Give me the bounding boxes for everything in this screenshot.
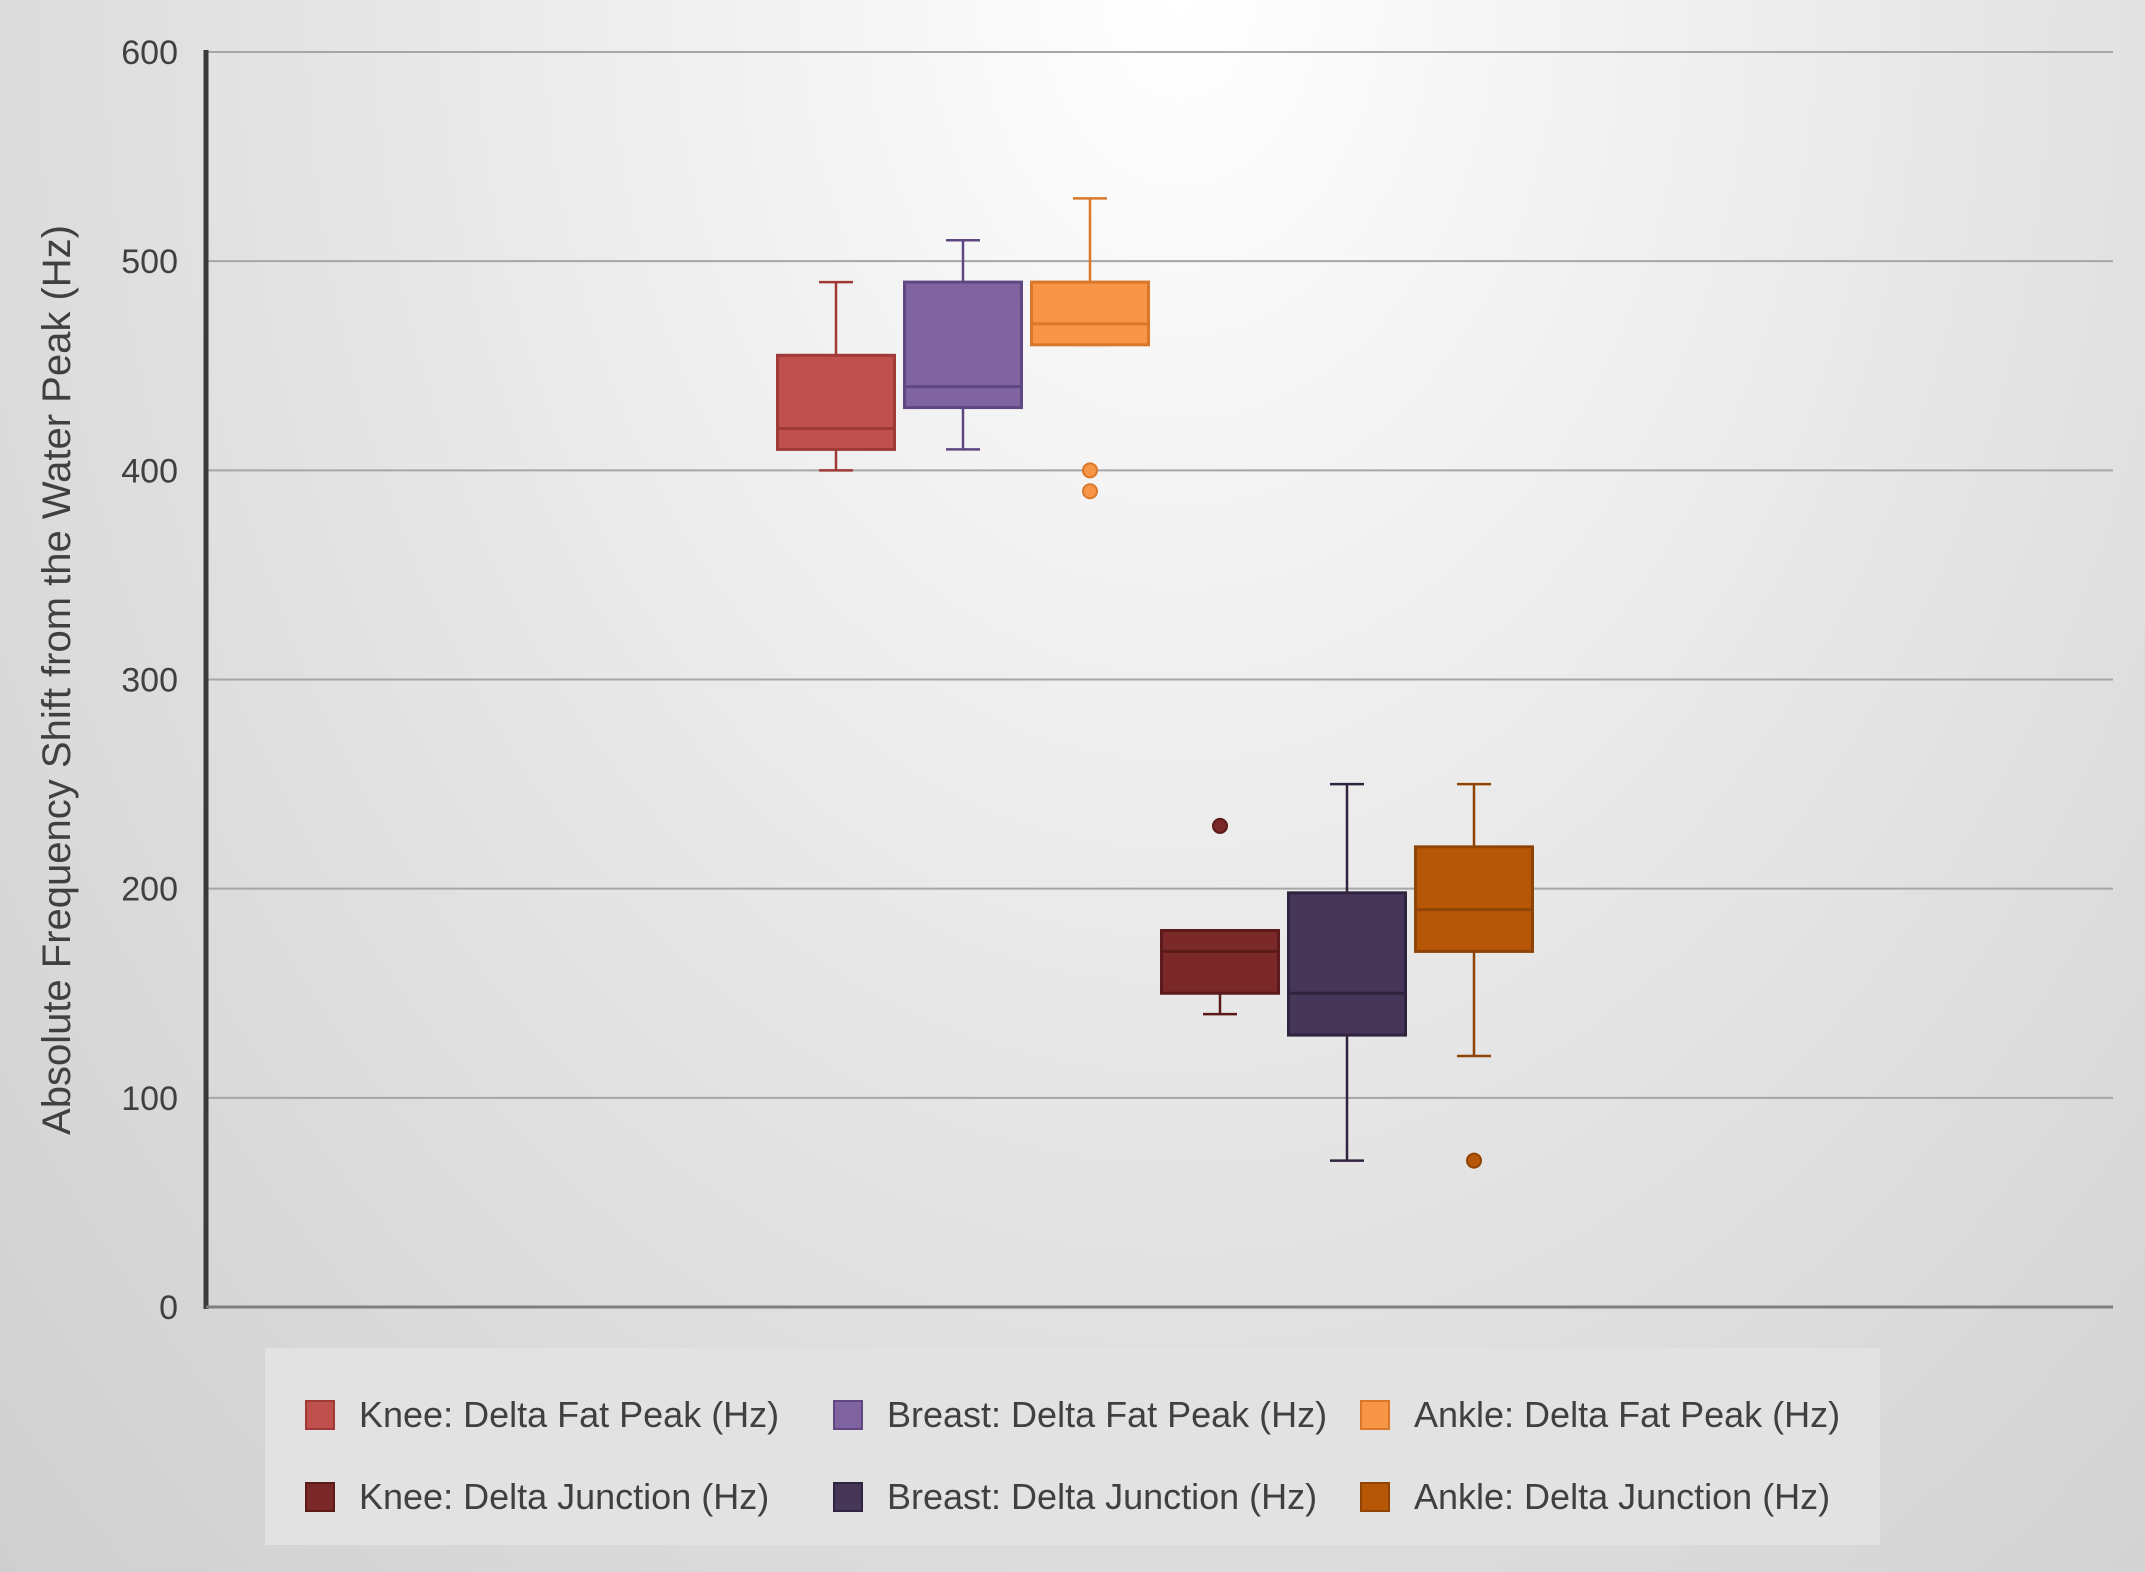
- legend-swatch: [833, 1482, 863, 1512]
- legend: Knee: Delta Fat Peak (Hz) Breast: Delta …: [265, 1348, 1880, 1545]
- outlier-point: [1082, 483, 1098, 500]
- legend-swatch: [305, 1482, 335, 1512]
- legend-label: Ankle: Delta Fat Peak (Hz): [1414, 1394, 1841, 1435]
- legend-label: Knee: Delta Fat Peak (Hz): [359, 1394, 780, 1435]
- iqr-box: [776, 353, 896, 451]
- box-fat-0: [776, 280, 896, 472]
- box-series: [776, 197, 1534, 1169]
- y-tick-labels: 0 100 200 300 400 500 600: [121, 34, 178, 1327]
- iqr-box: [1030, 280, 1150, 347]
- legend-swatch: [305, 1400, 335, 1430]
- legend-label: Ankle: Delta Junction (Hz): [1414, 1476, 1831, 1517]
- y-tick-label: 200: [121, 871, 178, 909]
- y-tick-label: 400: [121, 452, 178, 490]
- outlier-point: [1082, 462, 1098, 479]
- y-tick-label: 300: [121, 662, 178, 700]
- outlier-point: [1466, 1152, 1482, 1169]
- box-fat-1: [903, 239, 1023, 451]
- legend-swatch: [1360, 1400, 1390, 1430]
- legend-label: Knee: Delta Junction (Hz): [359, 1476, 770, 1517]
- gridlines: [206, 51, 2113, 1099]
- iqr-box: [1287, 891, 1407, 1037]
- legend-swatch: [833, 1400, 863, 1430]
- iqr-box: [1414, 845, 1534, 953]
- legend-item-knee-junction: Knee: Delta Junction (Hz): [305, 1472, 769, 1522]
- iqr-box: [903, 280, 1023, 410]
- legend-item-breast-fat: Breast: Delta Fat Peak (Hz): [833, 1390, 1327, 1440]
- legend-item-ankle-fat: Ankle: Delta Fat Peak (Hz): [1360, 1390, 1840, 1440]
- outlier-point: [1212, 817, 1228, 834]
- legend-label: Breast: Delta Fat Peak (Hz): [887, 1394, 1328, 1435]
- legend-item-ankle-junction: Ankle: Delta Junction (Hz): [1360, 1472, 1830, 1522]
- legend-item-knee-fat: Knee: Delta Fat Peak (Hz): [305, 1390, 779, 1440]
- y-axis-title: Absolute Frequency Shift from the Water …: [35, 225, 79, 1135]
- y-tick-label: 500: [121, 243, 178, 281]
- box-fat-2: [1030, 197, 1150, 500]
- legend-label: Breast: Delta Junction (Hz): [887, 1476, 1318, 1517]
- y-tick-label: 600: [121, 34, 178, 72]
- axes: [203, 50, 2113, 1309]
- y-tick-label: 0: [159, 1289, 178, 1327]
- legend-swatch: [1360, 1482, 1390, 1512]
- iqr-box: [1160, 929, 1280, 995]
- legend-item-breast-junction: Breast: Delta Junction (Hz): [833, 1472, 1317, 1522]
- box-junction-0: [1160, 817, 1280, 1016]
- box-junction-2: [1414, 782, 1534, 1169]
- y-tick-label: 100: [121, 1080, 178, 1118]
- box-junction-1: [1287, 782, 1407, 1162]
